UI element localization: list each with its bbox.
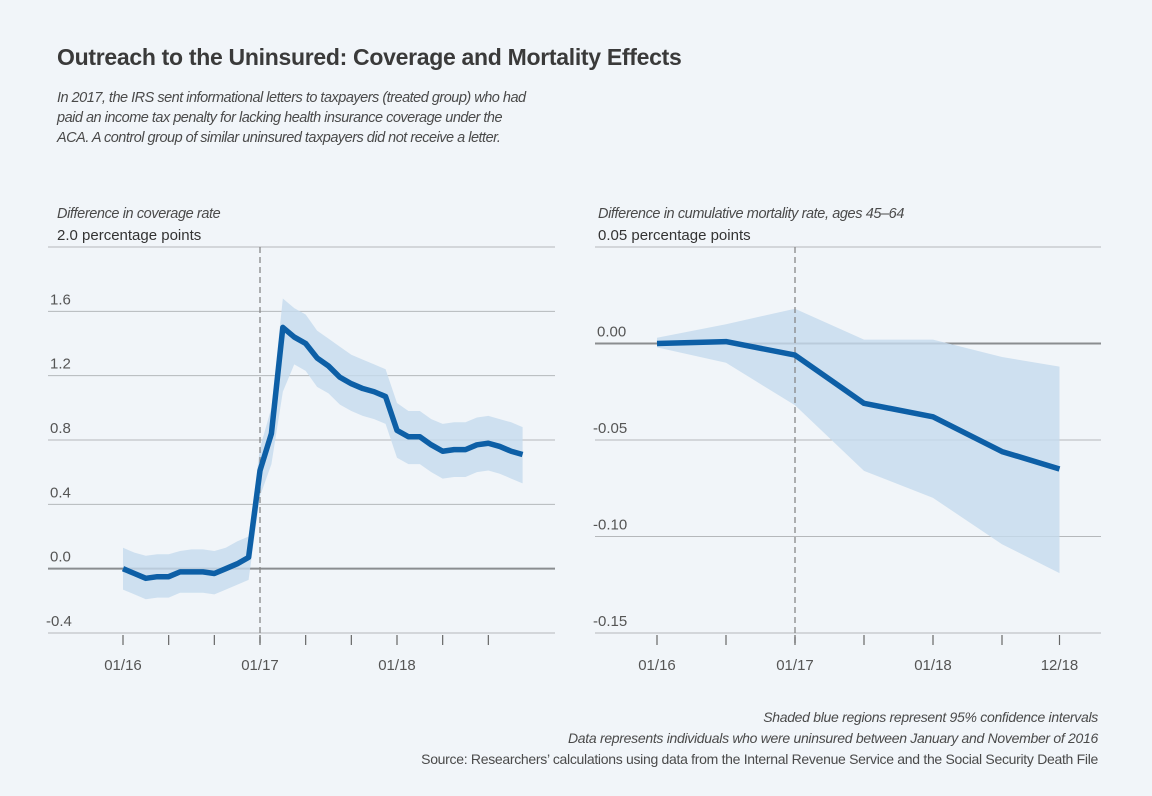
y-tick-label: 0.00	[597, 324, 626, 341]
chart-title: Difference in coverage rate	[57, 206, 221, 222]
x-tick-label: 01/17	[776, 657, 814, 674]
x-tick-label: 01/16	[104, 657, 142, 674]
y-tick-label: 0.0	[50, 549, 71, 566]
y-unit-label: 2.0 percentage points	[57, 227, 201, 244]
x-tick-label: 01/17	[241, 657, 279, 674]
x-tick-label: 01/18	[378, 657, 416, 674]
y-unit-label: 0.05 percentage points	[598, 227, 751, 244]
figure-title: Outreach to the Uninsured: Coverage and …	[57, 44, 682, 70]
footnote-ci: Shaded blue regions represent 95% confid…	[763, 709, 1098, 725]
x-tick-label: 01/16	[638, 657, 676, 674]
subtitle-line: In 2017, the IRS sent informational lett…	[57, 90, 526, 106]
chart-title: Difference in cumulative mortality rate,…	[598, 206, 904, 222]
footnote-source: Source: Researchers’ calculations using …	[421, 751, 1098, 767]
x-tick-label: 01/18	[914, 657, 952, 674]
y-tick-label: -0.4	[46, 613, 72, 630]
subtitle-line: ACA. A control group of similar uninsure…	[57, 130, 501, 146]
y-tick-label: -0.05	[593, 420, 627, 437]
x-tick-label: 12/18	[1041, 657, 1079, 674]
y-tick-label: 0.4	[50, 484, 71, 501]
estimate-line	[121, 324, 524, 582]
y-tick-label: -0.15	[593, 613, 627, 630]
y-tick-label: 0.8	[50, 420, 71, 437]
coverage-chart: Difference in coverage rate 2.0 percenta…	[46, 206, 555, 674]
mortality-chart: Difference in cumulative mortality rate,…	[593, 206, 1101, 674]
y-tick-label: 1.6	[50, 291, 71, 308]
y-tick-label: 1.2	[50, 356, 71, 373]
confidence-band	[657, 308, 1060, 574]
subtitle-line: paid an income tax penalty for lacking h…	[57, 110, 503, 126]
y-tick-label: -0.10	[593, 517, 627, 534]
footnote-sample: Data represents individuals who were uni…	[568, 730, 1098, 746]
